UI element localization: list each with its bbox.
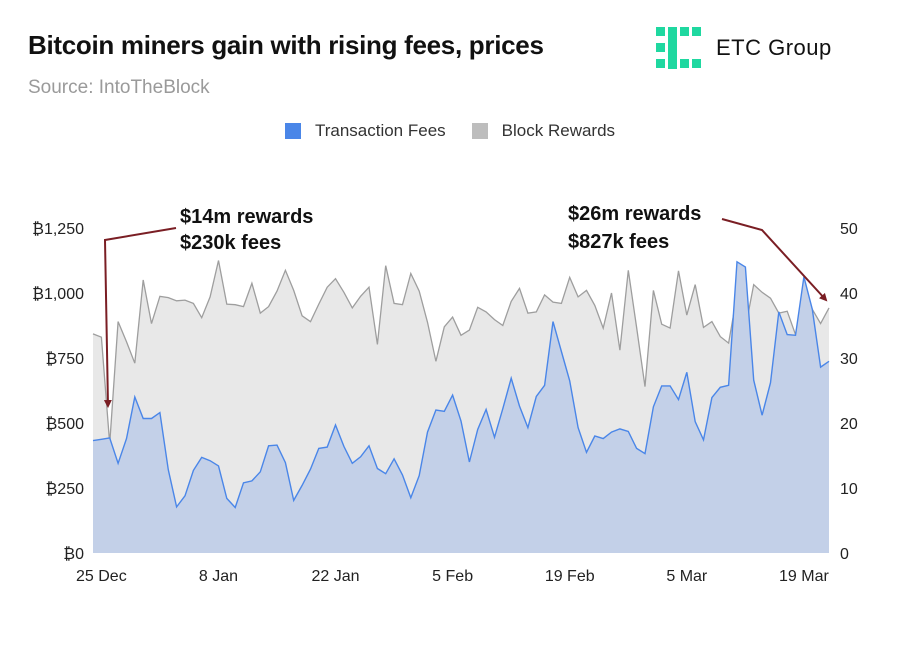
right-axis-tick-label: 50 [840,221,858,238]
right-axis-tick-label: 10 [840,481,858,498]
right-axis-tick-label: 40 [840,286,858,303]
right-axis-tick-label: 30 [840,351,858,368]
transaction-fees-line [92,260,830,509]
x-axis-tick-label: 19 Feb [545,568,595,585]
annotation-end-fees: $827k fees [568,231,669,253]
left-axis-tick-label: ₿750 [45,350,84,368]
brand-logo: ETC Group [656,24,832,72]
left-axis-tick-label: ₿500 [45,415,84,433]
legend-item-block-rewards: Block Rewards [471,121,616,141]
right-axis-tick-label: 0 [840,546,849,563]
legend-label-fees: Transaction Fees [314,121,446,140]
legend-swatch-rewards [471,123,488,139]
block-rewards-line [92,260,830,444]
chart-annotations: $14m rewards $230k fees $26m rewards $82… [103,203,828,408]
x-axis-tick-label: 22 Jan [312,568,360,585]
plot-area [92,260,830,553]
legend-swatch-fees [284,123,301,139]
chart-title: Bitcoin miners gain with rising fees, pr… [28,30,544,60]
axis-ticks: ₿0 ₿250 ₿500 ₿750 ₿1,000 ₿1,250 0 10 20 30 40 50 25 … [32,220,858,585]
left-axis-tick-label: ₿1,250 [32,220,84,238]
x-axis-tick-label: 8 Jan [199,568,238,585]
chart-source: Source: IntoTheBlock [28,77,210,98]
left-axis-tick-label: ₿250 [45,480,84,498]
x-axis-tick-label: 5 Feb [432,568,473,585]
logo-wordmark: ETC Group [716,35,832,60]
annotation-end-rewards: $26m rewards [568,203,701,225]
x-axis-tick-label: 19 Mar [779,568,829,585]
right-axis-tick-label: 20 [840,416,858,433]
left-axis-tick-label: ₿0 [63,545,84,563]
etc-group-logo-icon [656,27,701,69]
legend-item-transaction-fees: Transaction Fees [284,121,446,141]
annotation-start-fees: $230k fees [180,232,281,254]
left-axis-tick-label: ₿1,000 [32,285,84,303]
x-axis-tick-label: 25 Dec [76,568,127,585]
legend-label-rewards: Block Rewards [501,121,616,140]
transaction-fees-area [93,261,829,553]
annotation-end-arrow [721,218,828,302]
chart-legend: Transaction Fees Block Rewards [0,121,900,141]
annotation-start-arrow [103,227,177,408]
annotation-start-rewards: $14m rewards [180,206,313,228]
x-axis-tick-label: 5 Mar [666,568,708,585]
